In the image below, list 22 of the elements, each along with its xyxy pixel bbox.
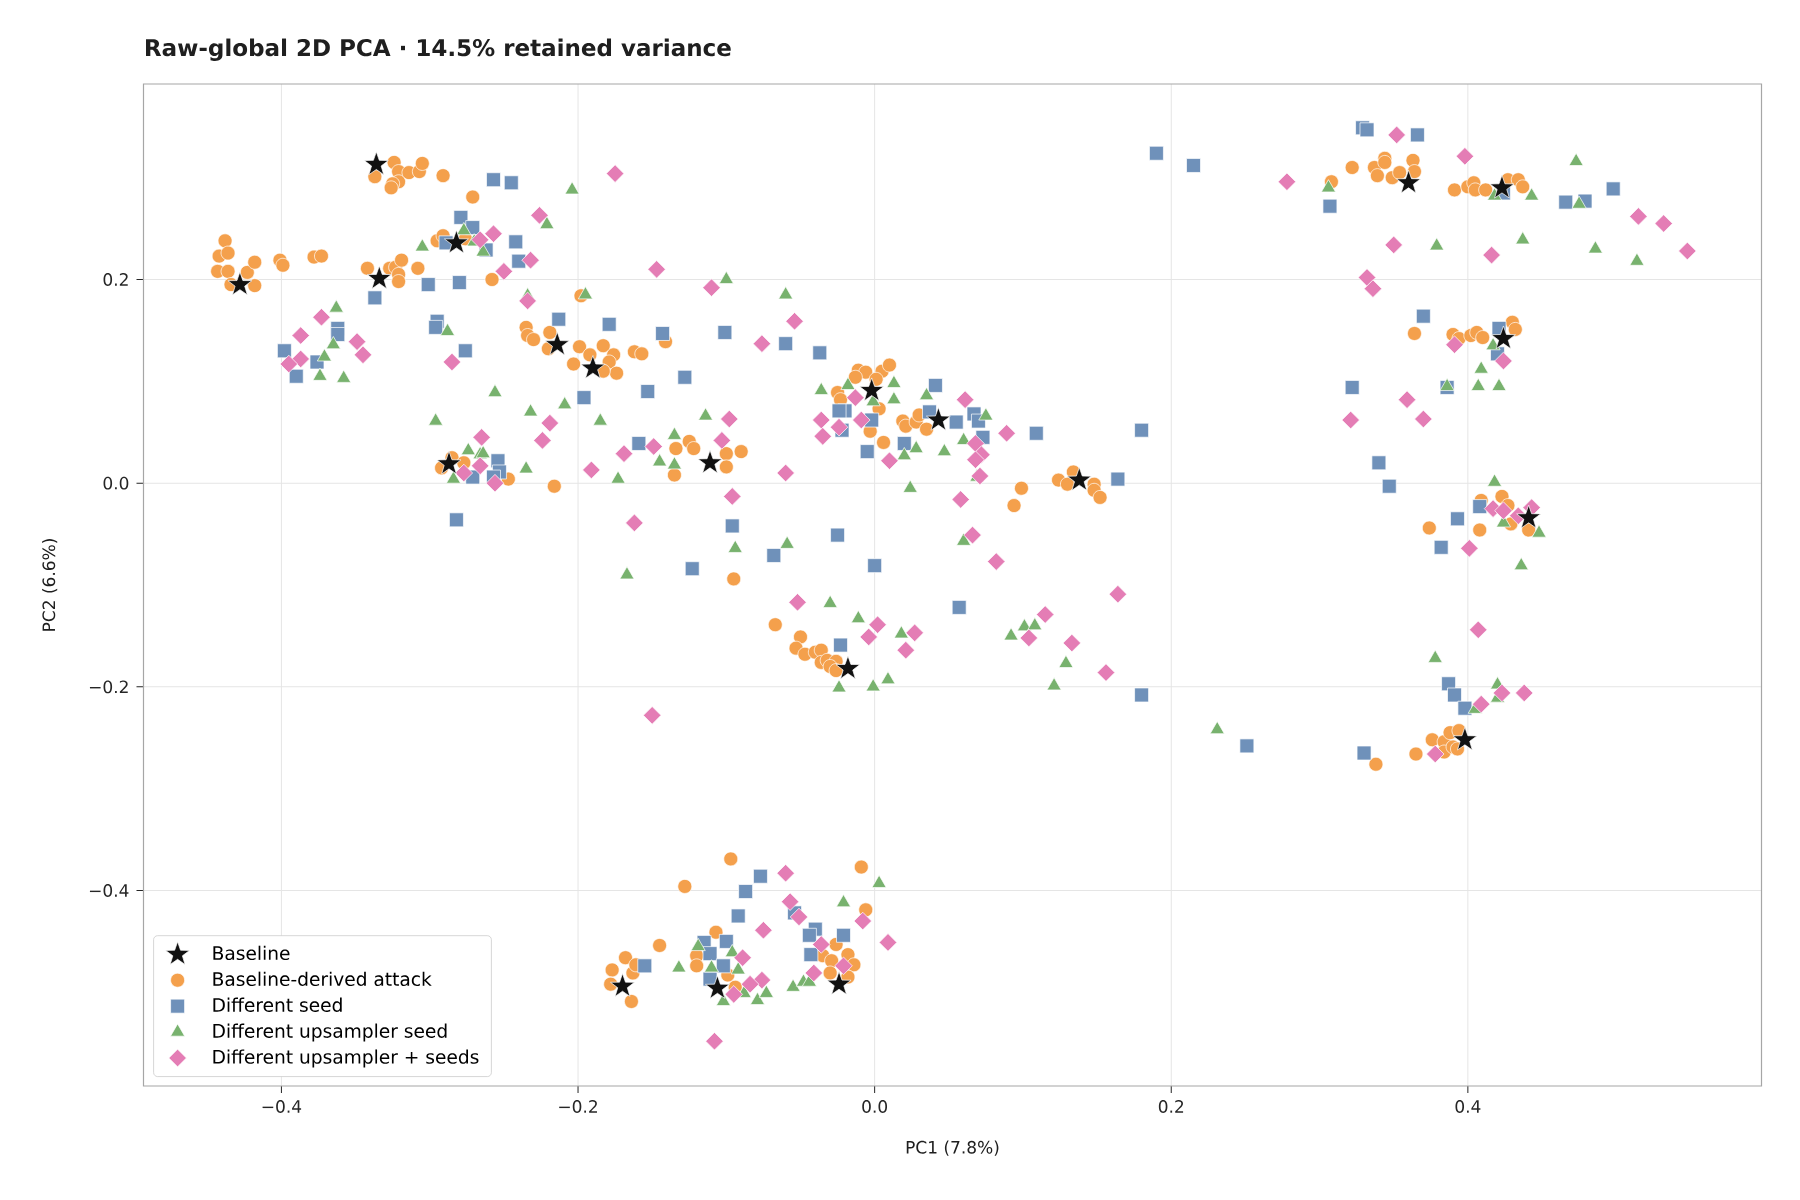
- x-tick-label: −0.2: [559, 1100, 597, 1113]
- y-tick-label: −0.2: [89, 680, 128, 694]
- chart-title: Raw-global 2D PCA · 14.5% retained variance: [146, 38, 731, 61]
- x-axis-title: PC1 (7.8%): [906, 1140, 999, 1156]
- legend-label: Baseline: [213, 945, 290, 961]
- y-tick-label: −0.4: [89, 884, 129, 897]
- x-tick-label: 0.0: [862, 1100, 888, 1113]
- x-tick-label: 0.2: [1158, 1100, 1184, 1113]
- y-tick-label: 0.2: [103, 273, 128, 286]
- point: [1489, 174, 1515, 199]
- x-tick-label: 0.4: [1455, 1100, 1481, 1113]
- point: [366, 265, 392, 290]
- legend-label: Different upsampler + seeds: [213, 1049, 479, 1068]
- y-tick-label: 0.0: [103, 476, 129, 490]
- legend-label: Different seed: [213, 997, 342, 1012]
- y-axis-title: PC2 (6.6%): [42, 539, 58, 631]
- point: [697, 449, 723, 474]
- x-tick-label: −0.4: [262, 1100, 302, 1113]
- point: [364, 151, 389, 175]
- point: [436, 450, 462, 475]
- legend-label: Different upsampler seed: [213, 1023, 447, 1042]
- legend-label: Baseline-derived attack: [213, 971, 432, 987]
